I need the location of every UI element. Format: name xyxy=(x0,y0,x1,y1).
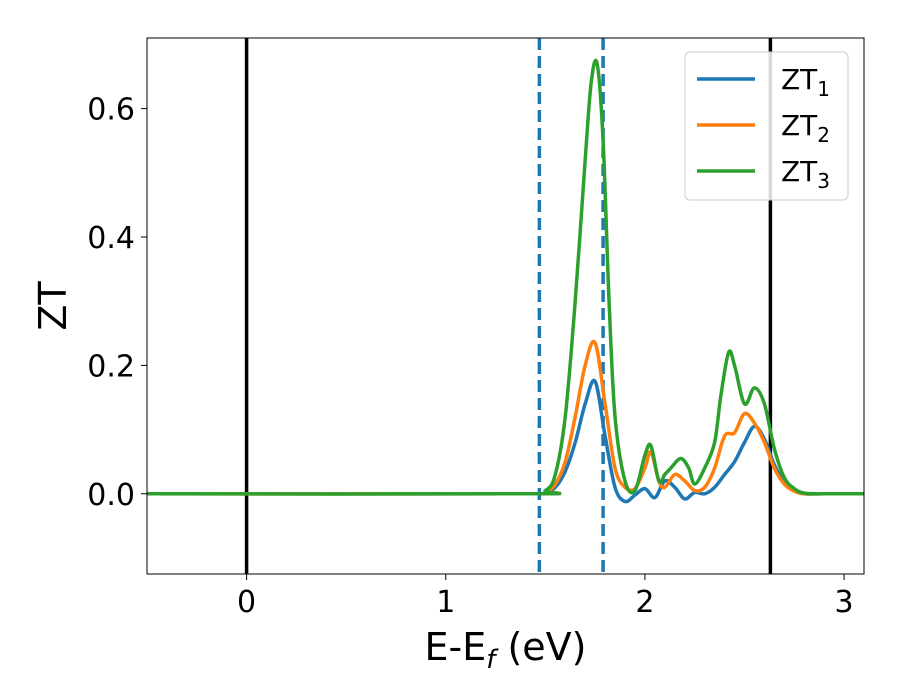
legend-box xyxy=(684,51,849,201)
y-tick-label: 0.6 xyxy=(87,93,135,128)
legend: ZT1 ZT2 ZT3 xyxy=(684,51,849,201)
series-line-zt3 xyxy=(147,58,864,496)
legend-label-zt3: ZT3 xyxy=(781,155,830,193)
legend-label-zt2: ZT2 xyxy=(781,109,830,147)
x-tick-label: 2 xyxy=(635,585,654,620)
series-layer xyxy=(147,58,864,504)
y-axis: 0.0 0.2 0.4 0.6 xyxy=(87,93,147,513)
x-tick-label: 3 xyxy=(835,585,854,620)
y-tick-label: 0.4 xyxy=(87,221,135,256)
plot-frame xyxy=(146,37,865,575)
y-tick-label: 0.0 xyxy=(87,478,135,513)
y-axis-title: ZT xyxy=(31,281,75,331)
x-axis: 0 1 2 3 xyxy=(237,574,854,620)
x-axis-title: E-Ef (eV) xyxy=(425,625,587,675)
y-tick-label: 0.2 xyxy=(87,349,135,384)
legend-label-zt1: ZT1 xyxy=(781,63,830,101)
series-line-zt2 xyxy=(147,339,864,496)
x-tick-label: 1 xyxy=(436,585,455,620)
x-tick-label: 0 xyxy=(237,585,256,620)
series-line-zt1 xyxy=(147,378,864,504)
